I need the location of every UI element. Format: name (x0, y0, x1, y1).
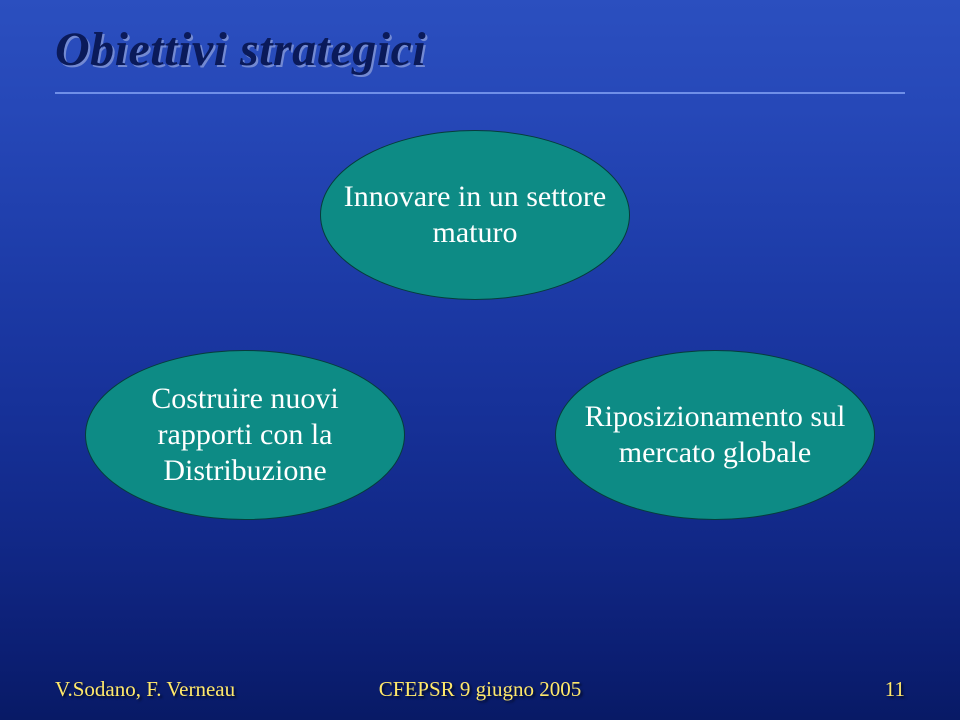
bubble-right-text: Riposizionamento sul mercato globale (576, 399, 854, 471)
bubble-left-text: Costruire nuovi rapporti con la Distribu… (106, 381, 384, 489)
bubble-top-text: Innovare in un settore maturo (341, 179, 609, 251)
bubble-left: Costruire nuovi rapporti con la Distribu… (85, 350, 405, 520)
slide: Obiettivi strategici Innovare in un sett… (0, 0, 960, 720)
title-underline (55, 92, 905, 94)
bubble-right: Riposizionamento sul mercato globale (555, 350, 875, 520)
footer-event: CFEPSR 9 giugno 2005 (0, 677, 960, 702)
slide-title: Obiettivi strategici (55, 22, 426, 77)
footer-page-number: 11 (885, 677, 905, 702)
bubble-top: Innovare in un settore maturo (320, 130, 630, 300)
